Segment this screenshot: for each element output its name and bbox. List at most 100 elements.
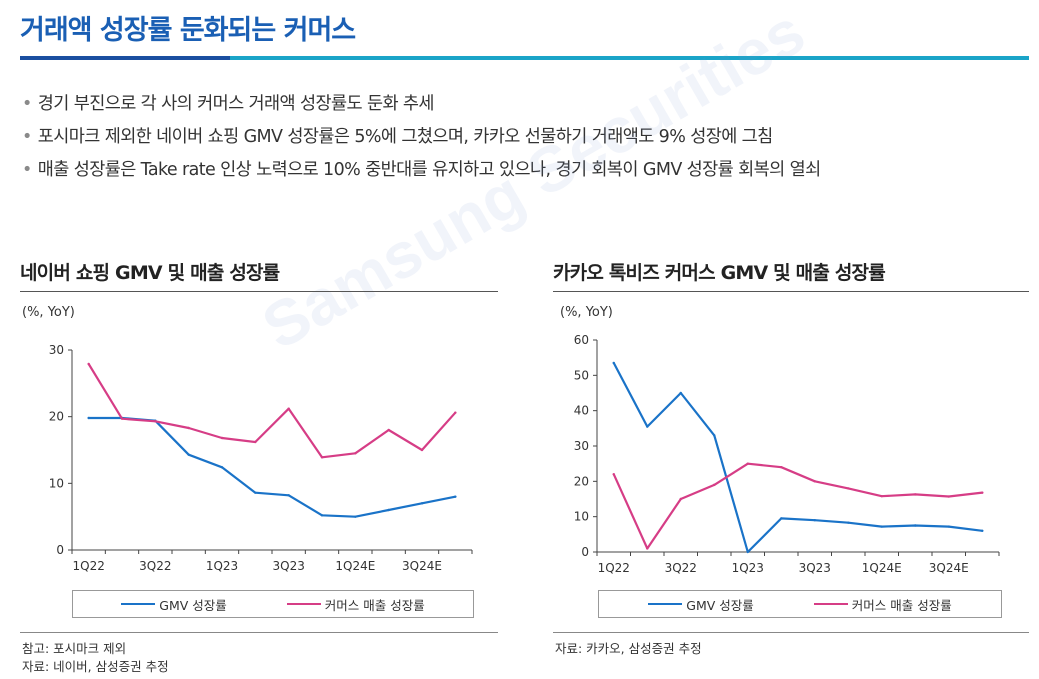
y-tick-label: 50 bbox=[574, 368, 589, 382]
left-chart-title: 네이버 쇼핑 GMV 및 매출 성장률 bbox=[20, 262, 280, 284]
legend-item-gmv: GMV 성장률 bbox=[121, 595, 227, 614]
gmv-data-point bbox=[646, 425, 649, 428]
gmv-data-point bbox=[679, 391, 682, 395]
right-source-notes: 자료: 카카오, 삼성증권 추정 bbox=[555, 640, 702, 658]
revenue-data-point bbox=[254, 440, 257, 444]
y-tick-label: 30 bbox=[49, 343, 64, 357]
legend-item-revenue: 커머스 매출 성장률 bbox=[286, 595, 425, 614]
bullet-dot: • bbox=[22, 94, 32, 114]
gmv-data-point bbox=[320, 514, 324, 517]
revenue-data-point bbox=[746, 462, 749, 465]
bullet-dot: • bbox=[22, 160, 32, 180]
left-legend: GMV 성장률 커머스 매출 성장률 bbox=[72, 590, 474, 618]
revenue-data-point bbox=[679, 497, 682, 501]
page-title: 거래액 성장률 둔화되는 커머스 bbox=[20, 15, 356, 46]
bullet-item: • 포시마크 제외한 네이버 쇼핑 GMV 성장률은 5%에 그쳤으며, 카카오 … bbox=[22, 121, 821, 154]
gmv-data-point bbox=[87, 416, 90, 420]
x-tick-label: 3Q22 bbox=[139, 559, 171, 573]
bullet-dot: • bbox=[22, 127, 32, 147]
gmv-data-point bbox=[947, 525, 950, 528]
gmv-data-point bbox=[780, 517, 783, 520]
bullet-item: • 매출 성장률은 Take rate 인상 노력으로 10% 중반대를 유지하고… bbox=[22, 154, 821, 187]
gmv-data-point bbox=[847, 521, 850, 524]
left-bottom-rule bbox=[20, 632, 498, 633]
x-tick-label: 1Q22 bbox=[72, 559, 104, 573]
legend-label-gmv: GMV 성장률 bbox=[686, 597, 754, 613]
y-tick-label: 30 bbox=[574, 439, 589, 453]
revenue-data-point bbox=[612, 473, 615, 476]
revenue-series-line bbox=[87, 362, 457, 459]
x-tick-label: 1Q24E bbox=[335, 559, 375, 573]
gmv-data-point bbox=[254, 491, 257, 494]
x-tick-label: 3Q24E bbox=[402, 559, 442, 573]
revenue-data-point bbox=[780, 466, 783, 469]
revenue-data-point bbox=[914, 493, 917, 496]
x-tick-label: 1Q22 bbox=[598, 561, 630, 575]
y-tick-label: 0 bbox=[56, 543, 64, 557]
legend-label-revenue: 커머스 매출 성장률 bbox=[324, 597, 425, 613]
bullet-text: 경기 부진으로 각 사의 커머스 거래액 성장률도 둔화 추세 bbox=[37, 94, 435, 114]
legend-label-gmv: GMV 성장률 bbox=[159, 597, 227, 613]
x-tick-label: 3Q23 bbox=[272, 559, 304, 573]
bullet-item: • 경기 부진으로 각 사의 커머스 거래액 성장률도 둔화 추세 bbox=[22, 88, 821, 121]
legend-label-revenue: 커머스 매출 성장률 bbox=[851, 597, 952, 613]
revenue-data-point bbox=[420, 448, 424, 452]
revenue-series-line bbox=[612, 462, 984, 550]
title-underline-bar bbox=[230, 56, 1029, 60]
bullet-text: 매출 성장률은 Take rate 인상 노력으로 10% 중반대를 유지하고 … bbox=[37, 160, 821, 180]
revenue-data-point bbox=[354, 452, 357, 455]
x-tick-label: 1Q24E bbox=[862, 561, 902, 575]
legend-swatch-revenue bbox=[813, 603, 848, 605]
x-tick-label: 3Q24E bbox=[929, 561, 969, 575]
gmv-data-point bbox=[612, 361, 615, 365]
y-tick-label: 20 bbox=[49, 410, 64, 424]
revenue-data-point bbox=[154, 420, 157, 423]
y-tick-label: 20 bbox=[574, 474, 589, 488]
title-underline bbox=[20, 56, 1029, 60]
revenue-data-point bbox=[880, 494, 883, 498]
title-underline-accent bbox=[20, 56, 230, 60]
left-source-notes: 참고: 포시마크 제외 자료: 네이버, 삼성증권 추정 bbox=[22, 640, 169, 676]
revenue-data-point bbox=[981, 491, 984, 494]
left-title-rule bbox=[20, 291, 498, 292]
revenue-data-point bbox=[847, 487, 850, 490]
gmv-data-point bbox=[454, 495, 457, 498]
right-bottom-rule bbox=[553, 632, 1029, 633]
gmv-data-point bbox=[387, 508, 390, 512]
revenue-data-point bbox=[947, 495, 950, 498]
left-note: 참고: 포시마크 제외 bbox=[22, 641, 127, 656]
right-unit-label: (%, YoY) bbox=[560, 305, 613, 320]
x-tick-label: 1Q23 bbox=[206, 559, 238, 573]
y-tick-label: 10 bbox=[574, 510, 589, 524]
revenue-data-point bbox=[813, 480, 816, 483]
revenue-data-point bbox=[187, 426, 190, 430]
revenue-data-point bbox=[287, 407, 290, 410]
gmv-data-point bbox=[187, 453, 190, 456]
revenue-data-point bbox=[220, 436, 224, 440]
x-tick-label: 1Q23 bbox=[732, 561, 764, 575]
right-title-rule bbox=[553, 291, 1029, 292]
gmv-data-point bbox=[981, 529, 984, 532]
revenue-data-point bbox=[713, 483, 716, 487]
gmv-data-point bbox=[420, 502, 424, 505]
left-source: 자료: 네이버, 삼성증권 추정 bbox=[22, 659, 169, 674]
right-chart-title: 카카오 톡비즈 커머스 GMV 및 매출 성장률 bbox=[553, 262, 886, 284]
gmv-data-point bbox=[713, 434, 716, 437]
right-legend: GMV 성장률 커머스 매출 성장률 bbox=[598, 590, 1002, 618]
left-unit-label: (%, YoY) bbox=[22, 305, 75, 320]
legend-swatch-gmv bbox=[648, 603, 683, 605]
revenue-data-point bbox=[87, 362, 90, 366]
legend-swatch-revenue bbox=[286, 603, 321, 605]
gmv-data-point bbox=[746, 550, 749, 554]
x-tick-label: 3Q23 bbox=[799, 561, 831, 575]
summary-bullets: • 경기 부진으로 각 사의 커머스 거래액 성장률도 둔화 추세 • 포시마크 제… bbox=[22, 88, 821, 187]
gmv-data-point bbox=[914, 524, 917, 527]
gmv-data-point bbox=[880, 525, 883, 528]
revenue-data-point bbox=[454, 411, 457, 414]
revenue-data-point bbox=[120, 417, 124, 420]
gmv-data-point bbox=[287, 494, 290, 497]
revenue-data-point bbox=[320, 456, 324, 459]
revenue-data-point bbox=[387, 428, 390, 432]
